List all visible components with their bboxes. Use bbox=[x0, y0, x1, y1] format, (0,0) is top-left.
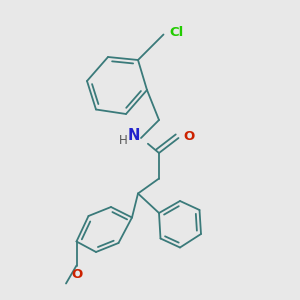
Text: N: N bbox=[127, 128, 140, 143]
Text: H: H bbox=[118, 134, 127, 148]
Text: O: O bbox=[183, 130, 194, 143]
Text: O: O bbox=[71, 268, 83, 281]
Text: Cl: Cl bbox=[169, 26, 183, 40]
